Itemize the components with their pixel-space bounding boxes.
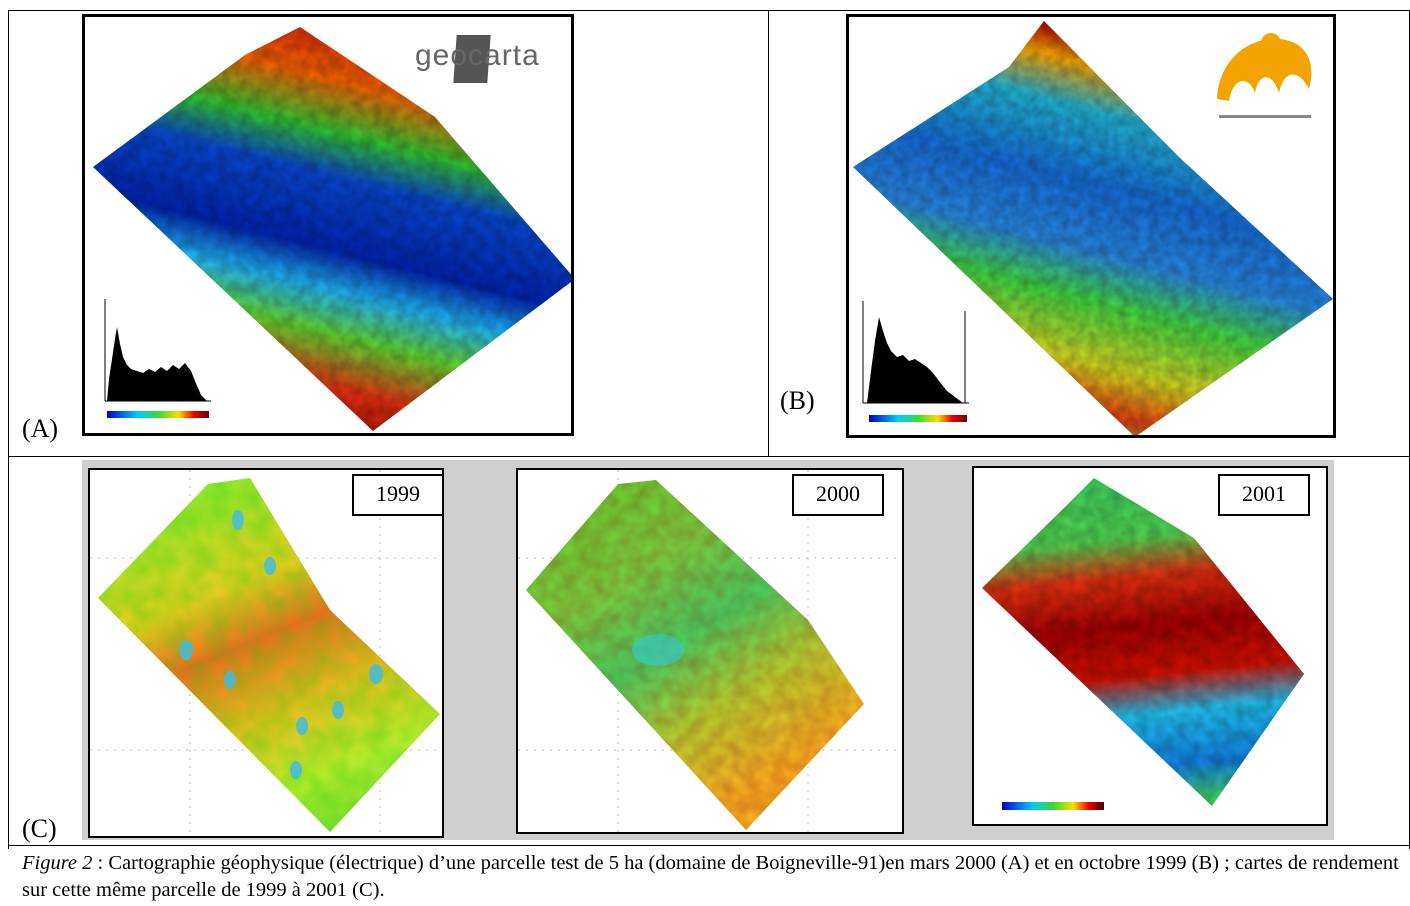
map-panel-b: ITCF (846, 14, 1336, 438)
panel-label-b: (B) (780, 386, 815, 415)
yield-map-2000-plot (518, 470, 902, 832)
itcf-logo-mark (1217, 33, 1312, 118)
vertical-divider (768, 10, 769, 456)
yield-map-2001: 2001 (972, 466, 1328, 826)
map-panel-a: geocarta (82, 14, 574, 436)
logo-text: geocarta (415, 39, 540, 72)
figure-label: Figure 2 (22, 852, 93, 874)
colorbar-2001 (1002, 802, 1104, 810)
yield-map-2001-plot (982, 478, 1304, 810)
resistivity-map-b (853, 21, 1333, 435)
geocarta-logo: geocarta (415, 29, 565, 89)
yield-map-1999-plot (90, 470, 442, 836)
bottom-divider (8, 845, 1409, 846)
year-box-2000: 2000 (792, 474, 884, 516)
horizontal-divider (8, 456, 1409, 457)
figure-caption: Figure 2 : Cartographie géophysique (éle… (22, 850, 1407, 904)
year-label-1999: 1999 (376, 481, 420, 506)
year-label-2000: 2000 (816, 481, 860, 506)
year-box-1999: 1999 (352, 474, 442, 516)
resistivity-map-a (93, 27, 571, 431)
year-box-2001: 2001 (1218, 474, 1310, 516)
caption-text: : Cartographie géophysique (électrique) … (22, 852, 1399, 901)
yield-map-1999: 1999 (88, 468, 444, 838)
itcf-logo-text: ITCF (1239, 93, 1277, 112)
yield-map-2000: 2000 (516, 468, 904, 834)
panel-label-a: (A) (22, 414, 59, 443)
histogram-a (104, 299, 211, 418)
panel-label-c: (C) (22, 814, 57, 843)
itcf-logo: ITCF (1209, 29, 1319, 119)
year-label-2001: 2001 (1242, 481, 1286, 506)
histogram-b (862, 301, 969, 422)
